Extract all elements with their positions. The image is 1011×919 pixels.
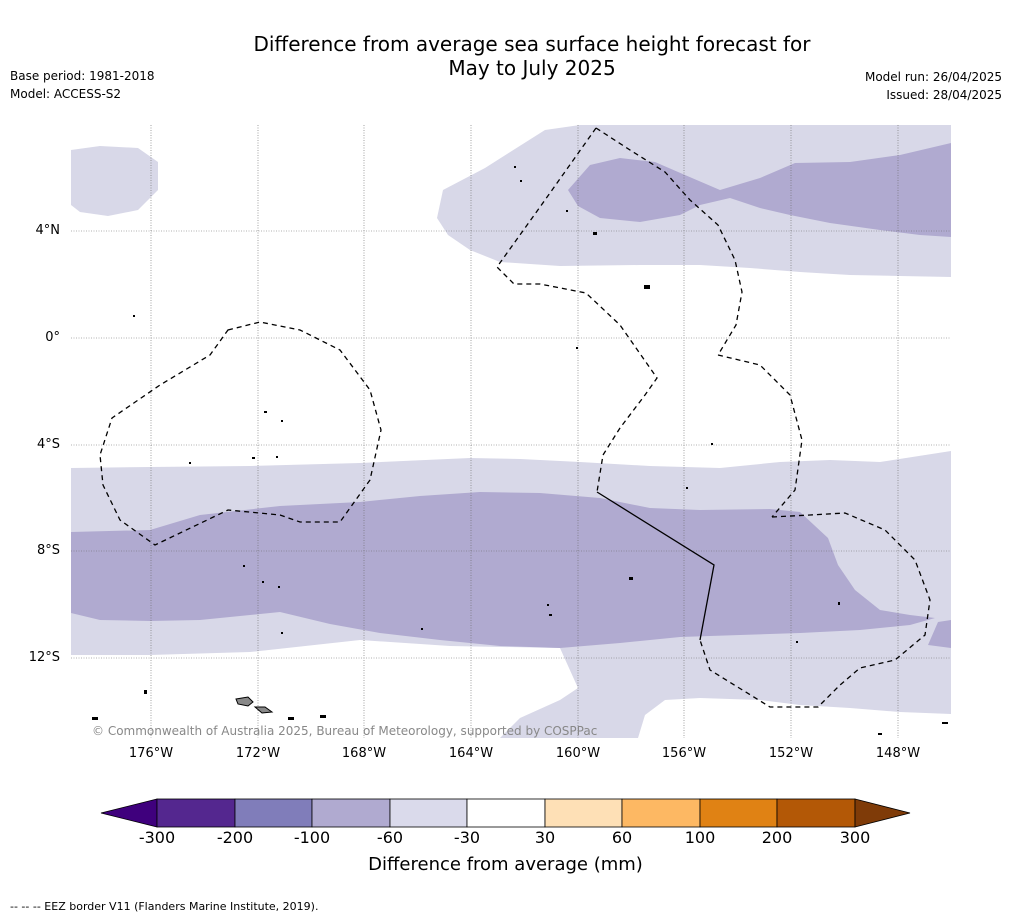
lon-label-168w: 168°W bbox=[341, 746, 387, 761]
anomaly-region-north-medium bbox=[568, 143, 951, 237]
eez-border-cook-south bbox=[699, 512, 931, 708]
colorbar-title: Difference from average (mm) bbox=[368, 854, 643, 875]
colorbar-tick-8: 100 bbox=[684, 828, 716, 847]
lon-label-164w: 164°W bbox=[448, 746, 494, 761]
anomaly-region-northwest-light bbox=[71, 146, 158, 216]
small-islands bbox=[92, 166, 948, 735]
model-label: Model: ACCESS-S2 bbox=[10, 87, 122, 101]
copyright-notice: © Commonwealth of Australia 2025, Bureau… bbox=[92, 724, 598, 738]
colorbar-tick-7: 60 bbox=[611, 828, 633, 847]
lon-label-156w: 156°W bbox=[661, 746, 707, 761]
lon-label-152w: 152°W bbox=[768, 746, 814, 761]
colorbar-tick-9: 200 bbox=[761, 828, 793, 847]
lon-label-172w: 172°W bbox=[235, 746, 281, 761]
lat-label-8s: 8°S bbox=[36, 543, 60, 558]
anomaly-region-southeast-medium bbox=[928, 620, 951, 648]
lat-label-12s: 12°S bbox=[28, 650, 60, 665]
lat-label-4n: 4°N bbox=[35, 223, 61, 238]
map-title-line2: May to July 2025 bbox=[448, 56, 616, 80]
lon-label-176w: 176°W bbox=[128, 746, 174, 761]
eez-border-kiribati-west bbox=[496, 127, 658, 493]
solid-boundary-line bbox=[596, 491, 715, 641]
lat-label-0: 0° bbox=[45, 330, 60, 345]
issued-label: Issued: 28/04/2025 bbox=[886, 88, 1002, 102]
base-period-label: Base period: 1981-2018 bbox=[10, 69, 155, 83]
colorbar-tick-4: -60 bbox=[376, 828, 404, 847]
eez-border-kiribati-line bbox=[595, 127, 743, 356]
colorbar-tick-5: -30 bbox=[453, 828, 481, 847]
colorbar-tick-1: -300 bbox=[138, 828, 176, 847]
model-run-label: Model run: 26/04/2025 bbox=[864, 70, 1002, 84]
colorbar-tick-3: -100 bbox=[293, 828, 331, 847]
map-title-line1: Difference from average sea surface heig… bbox=[253, 32, 811, 56]
eez-borders bbox=[99, 127, 931, 708]
lat-label-4s: 4°S bbox=[36, 437, 60, 452]
eez-legend-note: -- -- -- EEZ border V11 (Flanders Marine… bbox=[10, 900, 319, 913]
colorbar-tick-2: -200 bbox=[216, 828, 254, 847]
colorbar-tick-10: 300 bbox=[839, 828, 871, 847]
anomaly-region-south-medium bbox=[71, 492, 935, 648]
colorbar-tick-6: 30 bbox=[534, 828, 556, 847]
eez-border-tokelau bbox=[99, 321, 382, 546]
lon-label-148w: 148°W bbox=[875, 746, 921, 761]
lon-label-160w: 160°W bbox=[555, 746, 601, 761]
samoa-island-east bbox=[253, 706, 274, 714]
samoa-island-west bbox=[235, 696, 254, 707]
graticule bbox=[71, 125, 951, 738]
eez-border-cook-north bbox=[717, 354, 803, 518]
